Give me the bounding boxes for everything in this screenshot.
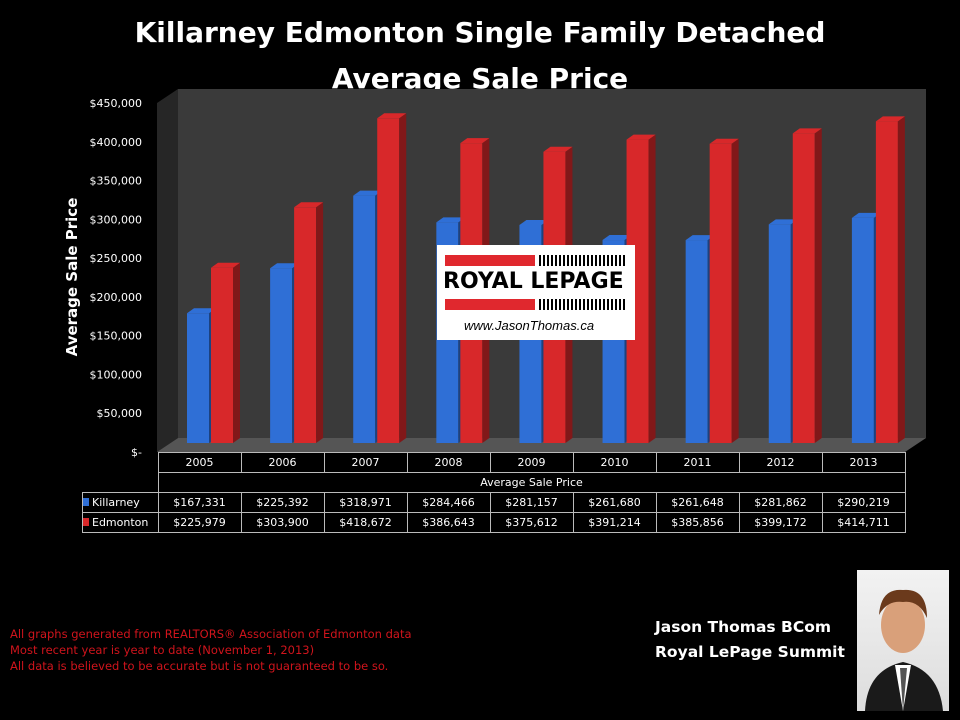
value-cell: $391,214 bbox=[572, 512, 657, 533]
logo-brand: ROYAL LEPAGE bbox=[443, 269, 624, 294]
year-label: 2006 bbox=[240, 452, 325, 473]
value-cell: $261,648 bbox=[655, 492, 740, 513]
y-tick-label: $350,000 bbox=[90, 175, 143, 188]
year-label: 2007 bbox=[323, 452, 408, 473]
agent-name: Jason Thomas BCom bbox=[655, 618, 832, 636]
bar-edmonton-2013 bbox=[875, 116, 905, 443]
value-cell: $418,672 bbox=[323, 512, 408, 533]
agent-company: Royal LePage Summit bbox=[655, 643, 845, 661]
note: All graphs generated from REALTORS® Asso… bbox=[10, 627, 412, 641]
value-cell: $375,612 bbox=[489, 512, 574, 533]
disclaimer-notes: All graphs generated from REALTORS® Asso… bbox=[10, 626, 412, 674]
y-tick-label: $50,000 bbox=[97, 407, 143, 420]
year-row: 2005 2006 2007 2008 2009 2010 2011 2012 2013 bbox=[83, 452, 906, 473]
y-tick-label: $300,000 bbox=[90, 213, 143, 226]
xlabel-row: Average Sale Price bbox=[83, 472, 906, 493]
bar-edmonton-2012 bbox=[792, 128, 822, 444]
y-tick-label: $100,000 bbox=[90, 368, 143, 381]
agent-photo bbox=[857, 570, 949, 711]
value-cell: $167,331 bbox=[157, 492, 242, 513]
bar-edmonton-2011 bbox=[709, 138, 739, 443]
year-label: 2011 bbox=[655, 452, 740, 473]
series-row-edmonton: Edmonton $225,979 $303,900 $418,672 $386,643… bbox=[82, 512, 906, 533]
value-cell: $225,392 bbox=[240, 492, 325, 513]
y-tick-label: $450,000 bbox=[90, 97, 143, 110]
value-cell: $281,157 bbox=[489, 492, 574, 513]
royal-lepage-logo: ROYAL LEPAGE www.JasonThomas.ca bbox=[437, 245, 635, 340]
value-cell: $284,466 bbox=[406, 492, 491, 513]
chart-title-line1: Killarney Edmonton Single Family Detache… bbox=[134, 16, 826, 49]
legend-swatch-edmonton bbox=[83, 518, 89, 526]
series-row-killarney: Killarney $167,331 $225,392 $318,971 $284,46… bbox=[82, 492, 906, 513]
legend-label: Killarney bbox=[92, 496, 140, 509]
y-tick-label: $- bbox=[131, 446, 142, 459]
year-label: 2005 bbox=[157, 452, 242, 473]
note: All data is believed to be accurate but … bbox=[10, 659, 389, 673]
data-table: 2005 2006 2007 2008 2009 2010 2011 2012 2013 Ave… bbox=[82, 452, 906, 533]
y-tick-label: $250,000 bbox=[90, 252, 143, 265]
bar-edmonton-2006 bbox=[294, 202, 324, 443]
y-axis-title: Average Sale Price bbox=[63, 198, 81, 357]
year-label: 2009 bbox=[489, 452, 574, 473]
legend-label: Edmonton bbox=[92, 516, 149, 529]
value-cell: $303,900 bbox=[240, 512, 325, 533]
y-tick-label: $400,000 bbox=[90, 136, 143, 149]
y-tick-label: $200,000 bbox=[90, 291, 143, 304]
value-cell: $261,680 bbox=[572, 492, 657, 513]
y-tick-label: $150,000 bbox=[90, 330, 143, 343]
side-wall bbox=[157, 89, 178, 452]
bar-edmonton-2010 bbox=[626, 134, 656, 444]
logo-url: www.JasonThomas.ca bbox=[464, 318, 595, 333]
year-label: 2012 bbox=[738, 452, 823, 473]
value-cell: $225,979 bbox=[157, 512, 242, 533]
note: Most recent year is year to date (Novemb… bbox=[10, 643, 315, 657]
year-label: 2013 bbox=[821, 452, 906, 473]
bar-edmonton-2007 bbox=[377, 113, 407, 444]
value-cell: $318,971 bbox=[323, 492, 408, 513]
value-cell: $290,219 bbox=[821, 492, 906, 513]
value-cell: $399,172 bbox=[738, 512, 823, 533]
signature: Jason Thomas BCom Royal LePage Summit bbox=[655, 615, 845, 665]
bar-chart: $- $50,000 $100,000 $150,000 $200,000 $250,00… bbox=[63, 89, 926, 459]
value-cell: $414,711 bbox=[821, 512, 906, 533]
value-cell: $281,862 bbox=[738, 492, 823, 513]
value-cell: $385,856 bbox=[655, 512, 740, 533]
legend-swatch-killarney bbox=[83, 498, 89, 506]
year-label: 2010 bbox=[572, 452, 657, 473]
bar-edmonton-2005 bbox=[211, 262, 240, 443]
year-label: 2008 bbox=[406, 452, 491, 473]
value-cell: $386,643 bbox=[406, 512, 491, 533]
x-axis-label: Average Sale Price bbox=[157, 472, 906, 493]
